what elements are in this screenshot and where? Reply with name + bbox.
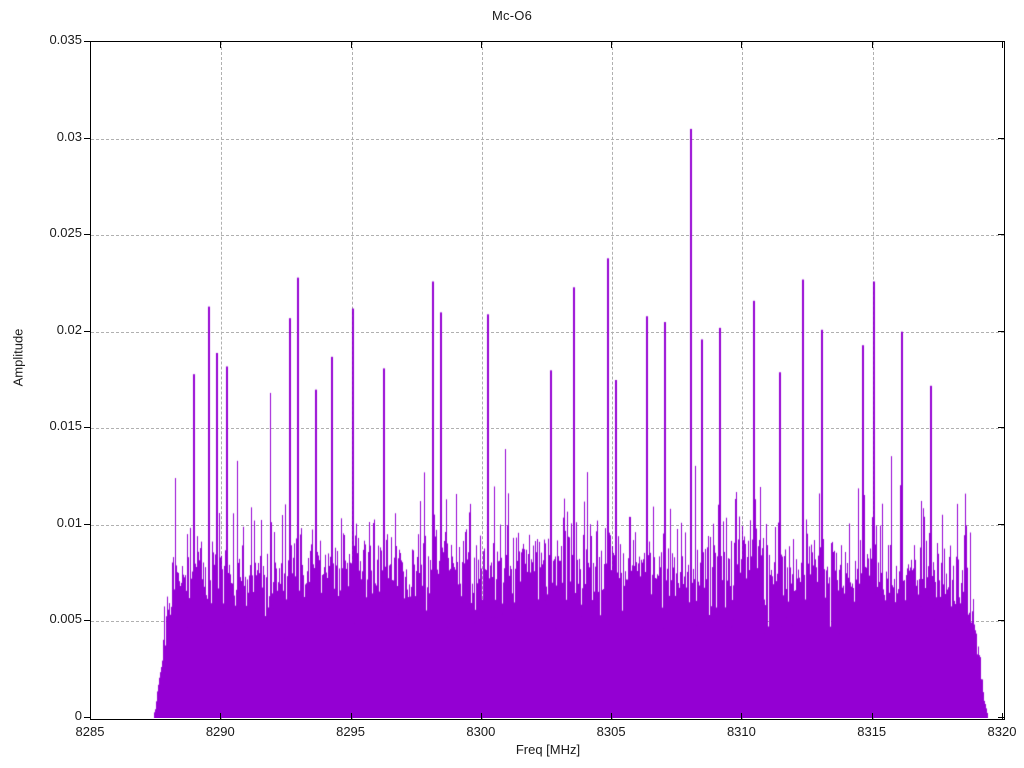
y-tick-mark <box>84 234 91 236</box>
x-tick-label: 8315 <box>857 724 887 739</box>
y-tick-mark <box>84 427 91 429</box>
y-tick-mark-right <box>998 523 1005 525</box>
x-tick-label: 8290 <box>205 724 235 739</box>
y-tick-label: 0.035 <box>49 32 82 47</box>
x-tick-label: 8295 <box>336 724 366 739</box>
page-title: Mc-O6 <box>492 8 532 23</box>
y-tick-mark <box>84 330 91 332</box>
y-tick-mark <box>84 137 91 139</box>
x-tick-mark-top <box>611 41 613 48</box>
y-tick-mark <box>84 717 91 718</box>
y-tick-label: 0.015 <box>49 418 82 434</box>
x-tick-mark-top <box>350 41 352 48</box>
y-tick-label: 0.025 <box>49 225 82 241</box>
y-tick-mark-right <box>998 330 1005 332</box>
x-tick-label: 8305 <box>596 724 626 739</box>
y-tick-mark-right <box>998 717 1005 718</box>
x-tick-mark <box>90 713 91 720</box>
y-tick-mark-right <box>998 137 1005 139</box>
x-tick-mark <box>611 713 613 720</box>
spectrum-trace <box>91 42 1003 718</box>
y-tick-mark-right <box>998 427 1005 429</box>
x-tick-mark <box>741 713 743 720</box>
x-tick-label: 8285 <box>75 724 105 739</box>
x-tick-mark <box>871 713 873 720</box>
x-axis-label: Freq [MHz] <box>515 742 581 757</box>
x-tick-label: 8310 <box>726 724 756 739</box>
y-tick-label: 0.01 <box>56 514 82 530</box>
plot-area <box>90 41 1005 720</box>
x-tick-mark <box>220 713 222 720</box>
y-tick-mark-right <box>998 234 1005 236</box>
x-tick-mark <box>480 713 482 720</box>
x-tick-mark-top <box>871 41 873 48</box>
x-tick-mark-top <box>741 41 743 48</box>
x-tick-label: 8300 <box>466 724 496 739</box>
x-tick-mark-top <box>220 41 222 48</box>
y-tick-label: 0.03 <box>56 128 82 144</box>
y-tick-mark-right <box>998 620 1005 622</box>
y-tick-label: 0.02 <box>56 321 82 337</box>
x-tick-mark-top <box>1002 41 1003 48</box>
y-tick-mark <box>84 523 91 525</box>
y-tick-mark <box>84 620 91 622</box>
x-tick-mark-top <box>90 41 91 48</box>
y-axis-label-container: Amplitude <box>2 0 28 768</box>
x-tick-label: 8320 <box>987 724 1017 739</box>
y-tick-label: 0.005 <box>49 611 82 627</box>
y-tick-mark-right <box>998 41 1005 42</box>
y-tick-mark <box>84 41 91 42</box>
x-tick-mark-top <box>480 41 482 48</box>
y-tick-label: 0 <box>74 708 82 723</box>
x-tick-mark <box>350 713 352 720</box>
x-tick-mark <box>1002 713 1003 720</box>
